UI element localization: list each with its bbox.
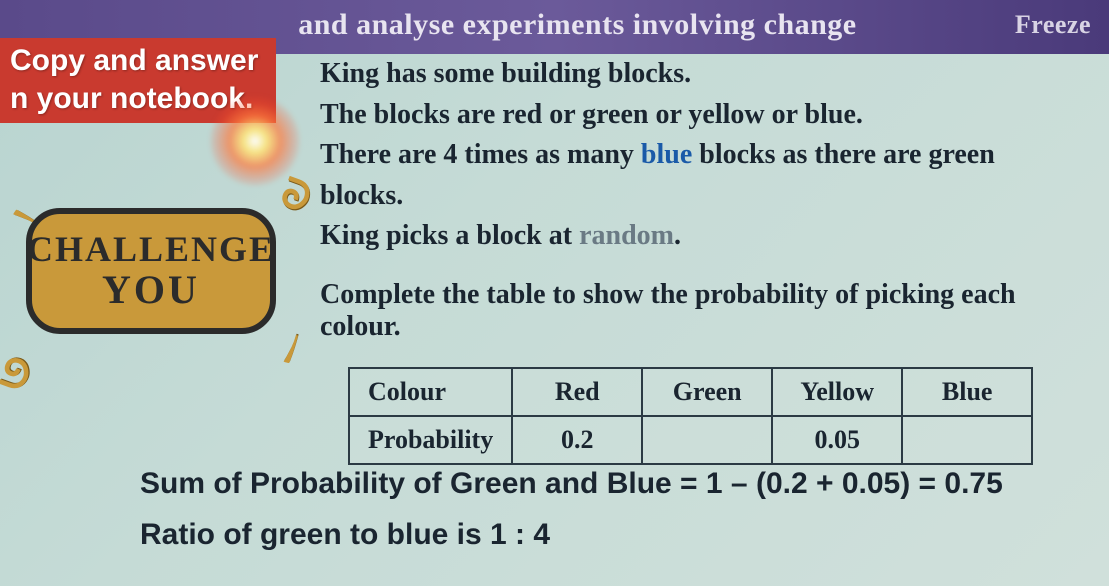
- val-red: 0.2: [512, 416, 642, 464]
- copy-line-2: n your notebook.: [10, 80, 258, 118]
- col-green: Green: [642, 368, 772, 416]
- challenge-line-2: YOU: [102, 269, 200, 311]
- instruction-text: Complete the table to show the probabili…: [320, 279, 1085, 343]
- blue-word: blue: [641, 139, 692, 170]
- header-label: Colour: [349, 368, 512, 416]
- random-word: random: [579, 220, 674, 251]
- problem-content: King has some building blocks. The block…: [320, 54, 1085, 465]
- spark-icon: ᘐ: [275, 169, 318, 223]
- worked-equations: Sum of Probability of Green and Blue = 1…: [140, 458, 1003, 560]
- challenge-badge-wrap: ৲ ᘐ CHALLENGE YOU ᘐ ৲: [8, 196, 298, 366]
- banner-text: and analyse experiments involving change: [0, 8, 995, 42]
- problem-line-4: King picks a block at random.: [320, 216, 1085, 257]
- table-header-row: Colour Red Green Yellow Blue: [349, 368, 1032, 416]
- challenge-line-1: CHALLENGE: [27, 231, 275, 269]
- problem-line-3: There are 4 times as many blue blocks as…: [320, 135, 1085, 216]
- challenge-you-badge: CHALLENGE YOU: [26, 208, 276, 334]
- row-label: Probability: [349, 416, 512, 464]
- copy-line-1: Copy and answer: [10, 42, 258, 80]
- problem-line-2: The blocks are red or green or yellow or…: [320, 95, 1085, 136]
- col-blue: Blue: [902, 368, 1032, 416]
- spark-icon: ᘐ: [0, 346, 37, 400]
- val-green: [642, 416, 772, 464]
- problem-text: King has some building blocks. The block…: [320, 54, 1085, 257]
- table-data-row: Probability 0.2 0.05: [349, 416, 1032, 464]
- spark-icon: ৲: [273, 327, 319, 398]
- probability-table: Colour Red Green Yellow Blue Probability…: [348, 367, 1033, 465]
- probability-table-wrap: Colour Red Green Yellow Blue Probability…: [348, 367, 1085, 465]
- equation-line-1: Sum of Probability of Green and Blue = 1…: [140, 458, 1003, 509]
- col-red: Red: [512, 368, 642, 416]
- col-yellow: Yellow: [772, 368, 902, 416]
- problem-line-1: King has some building blocks.: [320, 54, 1085, 95]
- val-yellow: 0.05: [772, 416, 902, 464]
- copy-answer-box: Copy and answer n your notebook.: [0, 38, 276, 123]
- freeze-label: Freeze: [1015, 10, 1091, 40]
- val-blue: [902, 416, 1032, 464]
- equation-line-2: Ratio of green to blue is 1 : 4: [140, 509, 1003, 560]
